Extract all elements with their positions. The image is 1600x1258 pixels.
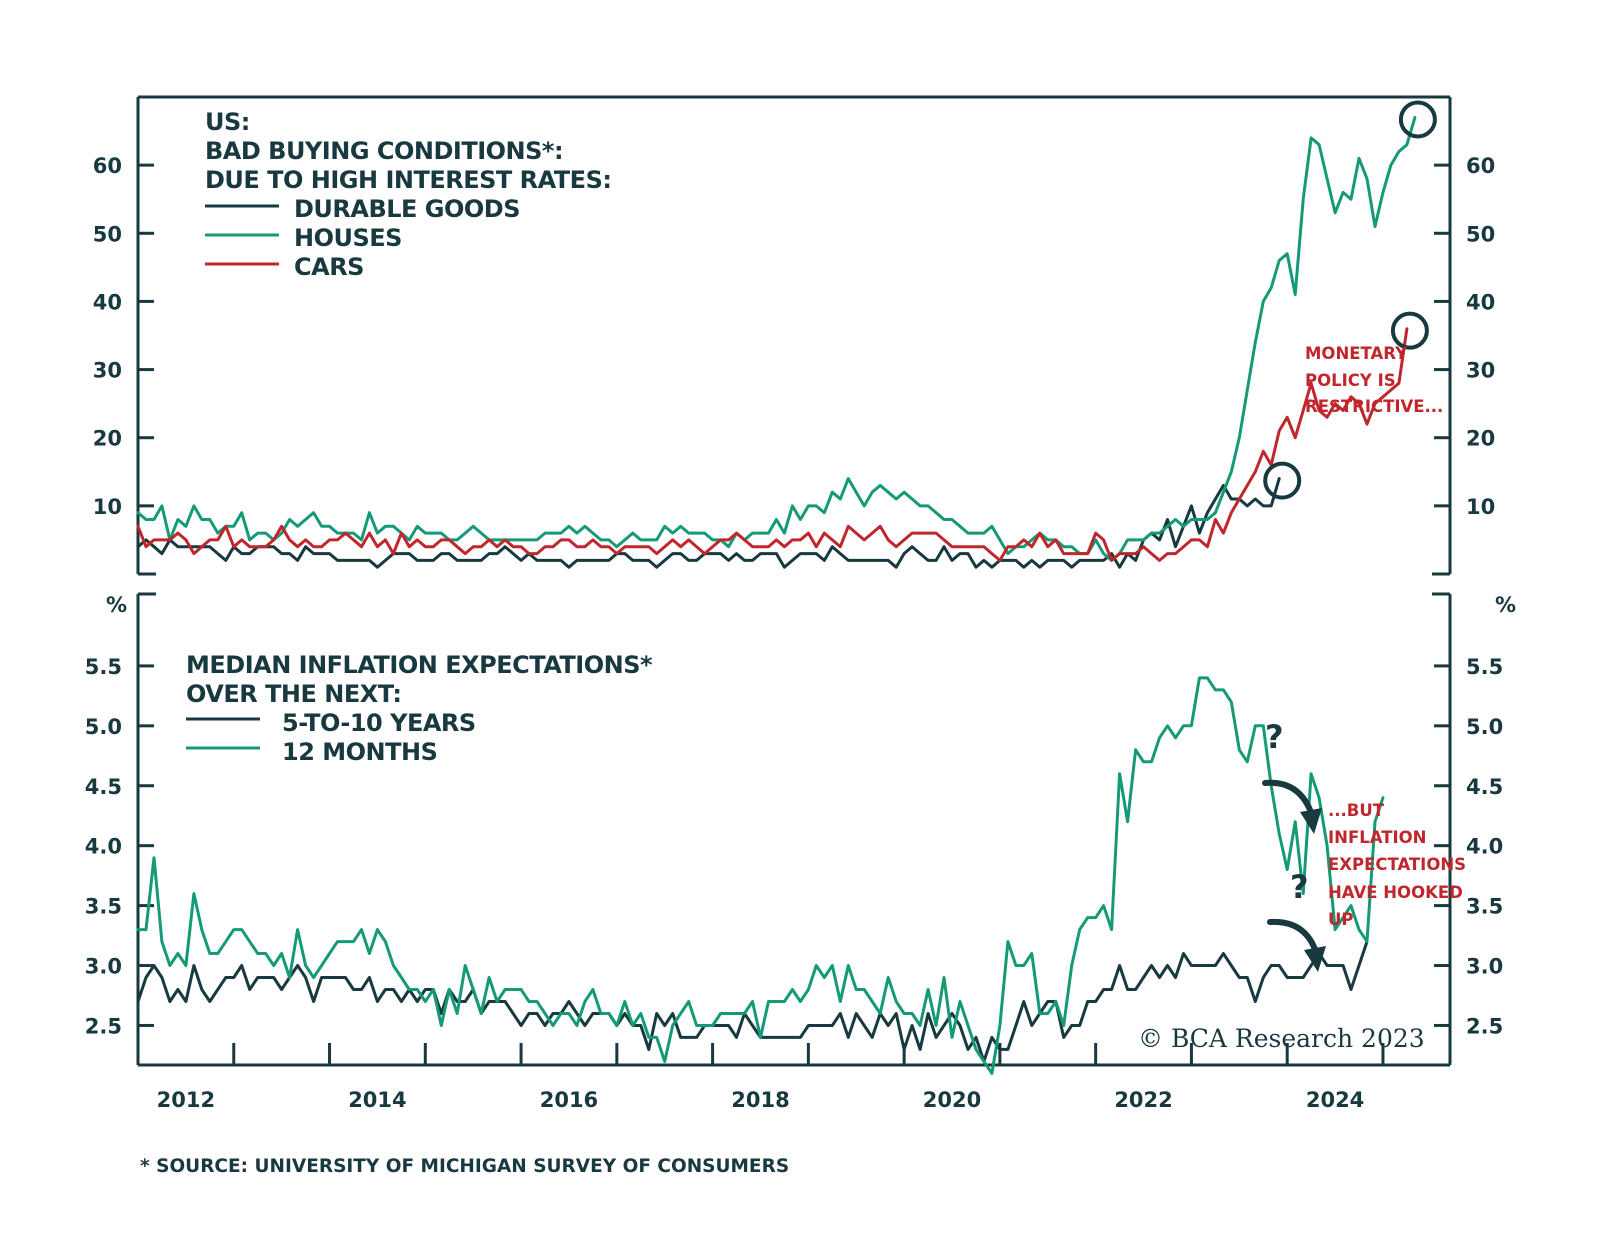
copyright-watermark: © BCA Research 2023 xyxy=(1138,1024,1425,1053)
bottom-y-right-tick-label: 3.5 xyxy=(1466,895,1503,919)
axes-frame xyxy=(136,95,1452,1067)
top-title-line-1: US: xyxy=(205,108,250,136)
bottom-y-right-tick-label: 5.5 xyxy=(1466,655,1503,679)
bottom-panel-series xyxy=(136,676,1385,1075)
bottom-y-right-tick-label: 4.0 xyxy=(1466,835,1503,859)
bottom-y-left-tick-label: 3.5 xyxy=(85,895,122,919)
legend-label-5-to-10-years: 5-TO-10 YEARS xyxy=(282,709,476,737)
annotation-line-2: INFLATION xyxy=(1328,828,1426,847)
highlight-circle-houses xyxy=(1398,100,1437,139)
top-y-left-tick-label: 40 xyxy=(93,290,122,314)
top-title-line-3: DUE TO HIGH INTEREST RATES: xyxy=(205,166,611,194)
bottom-y-left-tick-label: 2.5 xyxy=(85,1014,122,1038)
annotation-line-1: ...BUT xyxy=(1328,801,1385,820)
x-tick-label: 2014 xyxy=(348,1088,406,1112)
bottom-y-right-tick-label: 3.0 xyxy=(1466,955,1503,979)
top-legend: US: BAD BUYING CONDITIONS*: DUE TO HIGH … xyxy=(205,108,612,281)
x-tick-label: 2022 xyxy=(1114,1088,1172,1112)
bottom-y-left-tick-label: 4.0 xyxy=(85,835,122,859)
bottom-y-left-tick-label: 5.0 xyxy=(85,715,122,739)
annotation-line-5: UP xyxy=(1328,910,1354,929)
annotation-line-3: RESTRICTIVE... xyxy=(1305,397,1443,416)
x-tick-label: 2020 xyxy=(923,1088,981,1112)
series-line-cars xyxy=(136,327,1409,562)
bottom-annotation: ...BUT INFLATION EXPECTATIONS HAVE HOOKE… xyxy=(1328,801,1466,929)
series-line-12-months xyxy=(136,676,1385,1075)
legend-label-cars: CARS xyxy=(294,253,364,281)
annotation-line-3: EXPECTATIONS xyxy=(1328,855,1466,874)
top-y-right-tick-label: 20 xyxy=(1466,427,1495,451)
x-tick-label: 2016 xyxy=(540,1088,598,1112)
question-mark-lower: ? xyxy=(1290,868,1309,906)
top-y-right-tick-label: 60 xyxy=(1466,154,1495,178)
bottom-y-right-tick-label: 4.5 xyxy=(1466,775,1503,799)
x-tick-label: 2012 xyxy=(157,1088,215,1112)
legend-label-durable-goods: DURABLE GOODS xyxy=(294,195,520,223)
top-y-left-tick-label: 20 xyxy=(93,427,122,451)
highlight-circle-cars xyxy=(1390,311,1429,350)
question-mark-upper: ? xyxy=(1265,718,1284,756)
bottom-title-line-2: OVER THE NEXT: xyxy=(186,680,401,708)
top-annotation: MONETARY POLICY IS RESTRICTIVE... xyxy=(1305,344,1443,416)
bottom-legend: MEDIAN INFLATION EXPECTATIONS* OVER THE … xyxy=(186,651,653,766)
top-y-left-tick-label: 10 xyxy=(93,495,122,519)
x-axis-labels: 2012 2014 2016 2018 2020 2022 2024 xyxy=(157,1088,1365,1112)
curved-arrow-upper-icon xyxy=(1262,779,1322,834)
right-unit-label: % xyxy=(1495,593,1516,617)
top-y-left-tick-label: 30 xyxy=(93,359,122,383)
highlight-circles xyxy=(1263,100,1437,500)
curved-arrow-lower-icon xyxy=(1267,918,1326,972)
bottom-y-right-tick-label: 2.5 xyxy=(1466,1014,1503,1038)
y-axis-labels: 10 10 20 20 30 30 40 40 50 50 60 60 2.5 2.5 3.0 3.0 3.5 3… xyxy=(85,154,1503,1038)
x-tick-label: 2024 xyxy=(1306,1088,1364,1112)
highlight-circle-durable-goods xyxy=(1263,461,1302,500)
legend-label-houses: HOUSES xyxy=(294,224,402,252)
bottom-y-left-tick-label: 5.5 xyxy=(85,655,122,679)
series-line-durable-goods xyxy=(136,477,1281,569)
bottom-y-left-tick-label: 3.0 xyxy=(85,955,122,979)
top-y-right-tick-label: 30 xyxy=(1466,359,1495,383)
series-line-houses xyxy=(136,115,1417,562)
top-y-right-tick-label: 50 xyxy=(1466,222,1495,246)
x-tick-label: 2018 xyxy=(731,1088,789,1112)
top-title-line-2: BAD BUYING CONDITIONS*: xyxy=(205,137,563,165)
series-line-5-to-10-years xyxy=(136,940,1369,1063)
top-y-right-tick-label: 10 xyxy=(1466,495,1495,519)
bottom-y-right-tick-label: 5.0 xyxy=(1466,715,1503,739)
top-y-left-tick-label: 50 xyxy=(93,222,122,246)
bottom-y-left-tick-label: 4.5 xyxy=(85,775,122,799)
legend-label-12-months: 12 MONTHS xyxy=(282,738,437,766)
annotation-line-1: MONETARY xyxy=(1305,344,1408,363)
annotation-line-4: HAVE HOOKED xyxy=(1328,883,1463,902)
annotation-line-2: POLICY IS xyxy=(1305,371,1396,390)
top-y-left-tick-label: 60 xyxy=(93,154,122,178)
bottom-title-line-1: MEDIAN INFLATION EXPECTATIONS* xyxy=(186,651,653,679)
left-unit-label: % xyxy=(106,593,127,617)
top-panel-series xyxy=(136,115,1417,569)
axis-ticks xyxy=(138,163,1450,1065)
top-y-right-tick-label: 40 xyxy=(1466,290,1495,314)
source-footnote: * SOURCE: UNIVERSITY OF MICHIGAN SURVEY … xyxy=(140,1156,789,1177)
